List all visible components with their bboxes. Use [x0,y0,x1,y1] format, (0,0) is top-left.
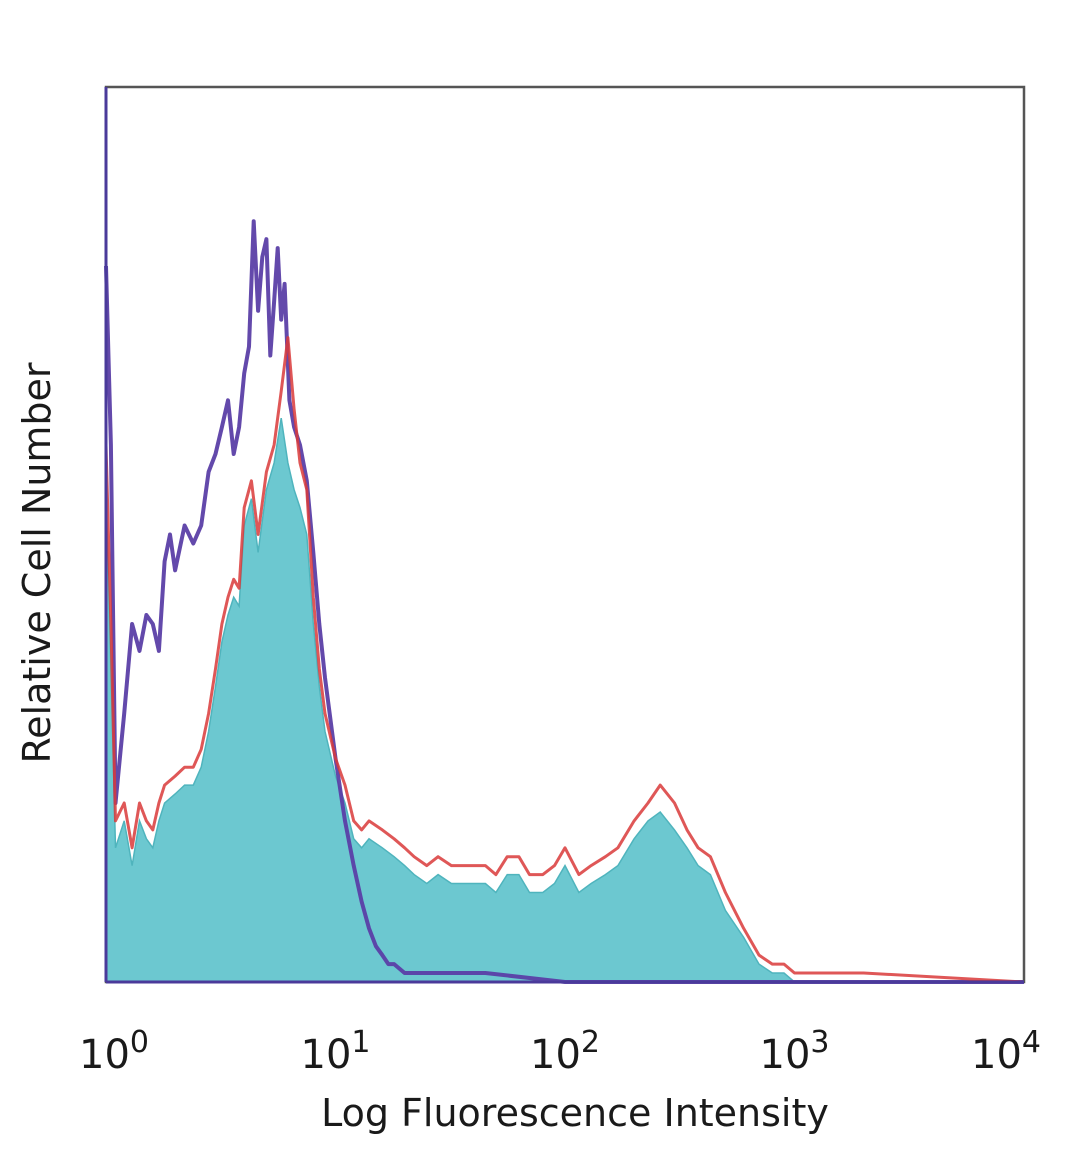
series-0-line [104,219,1024,984]
x-axis-label: Log Fluorescence Intensity [321,1091,829,1135]
x-tick-label: 103 [760,1025,830,1078]
x-tick-label: 104 [971,1025,1041,1078]
x-tick-label: 102 [530,1025,600,1078]
x-tick-label: 101 [301,1025,371,1078]
x-tick-label: 100 [79,1025,149,1078]
series-layer [104,219,1025,984]
series-2-area [105,417,1024,983]
x-tick-labels: 100 101 102 103 104 [79,1025,1041,1078]
y-axis-label: Relative Cell Number [15,362,59,763]
series-1-line [104,336,1025,984]
